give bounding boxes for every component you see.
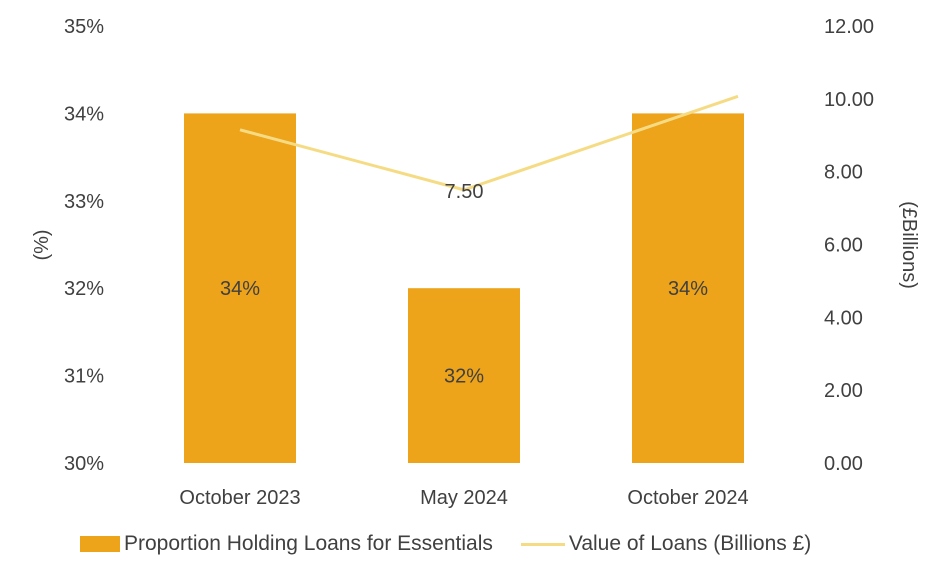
right-tick-label-1: 2.00 [824,380,863,402]
left-tick-label-0: 30% [64,453,104,475]
right-tick-label-6: 12.00 [824,16,874,38]
left-tick-label-4: 34% [64,103,104,125]
line-layer: 7.50 [239,94,739,203]
left-tick-label-5: 35% [64,16,104,38]
right-axis-ticks: 0.00 2.00 4.00 6.00 8.00 10.00 12.00 [824,16,874,475]
bar-1 [408,288,520,463]
legend-label-bars: Proportion Holding Loans for Essentials [124,532,493,555]
bar-value-label-2: 34% [668,278,708,300]
right-tick-label-3: 6.00 [824,235,863,257]
line-value-label-1: 7.50 [445,181,484,203]
legend-swatch-bars [80,536,120,552]
bar-2 [632,113,744,464]
bar-0 [184,113,296,464]
right-tick-label-5: 10.00 [824,89,874,111]
left-axis-label: (%) [31,229,53,260]
right-tick-label-0: 0.00 [824,453,863,475]
x-tick-label-1: May 2024 [420,487,508,509]
right-tick-label-4: 8.00 [824,162,863,184]
legend-item-line: Value of Loans (Billions £) [520,532,812,556]
left-axis-ticks: 30% 31% 32% 33% 34% 35% [64,16,104,475]
x-tick-label-0: October 2023 [179,487,300,509]
legend-label-line: Value of Loans (Billions £) [568,532,812,555]
bars-layer: 34% 32% 34% [184,113,744,464]
legend-swatch-line [520,542,565,546]
right-axis-label: (£Billions) [898,201,920,289]
legend: Proportion Holding Loans for Essentials … [80,532,839,556]
left-tick-label-3: 33% [64,191,104,213]
x-axis-ticks: October 2023 May 2024 October 2024 [179,487,748,509]
right-tick-label-2: 4.00 [824,307,863,329]
left-tick-label-1: 31% [64,366,104,388]
left-tick-label-2: 32% [64,278,104,300]
bar-value-label-1: 32% [444,366,484,388]
bar-value-label-0: 34% [220,278,260,300]
legend-item-bars: Proportion Holding Loans for Essentials [80,532,493,556]
x-tick-label-2: October 2024 [627,487,748,509]
